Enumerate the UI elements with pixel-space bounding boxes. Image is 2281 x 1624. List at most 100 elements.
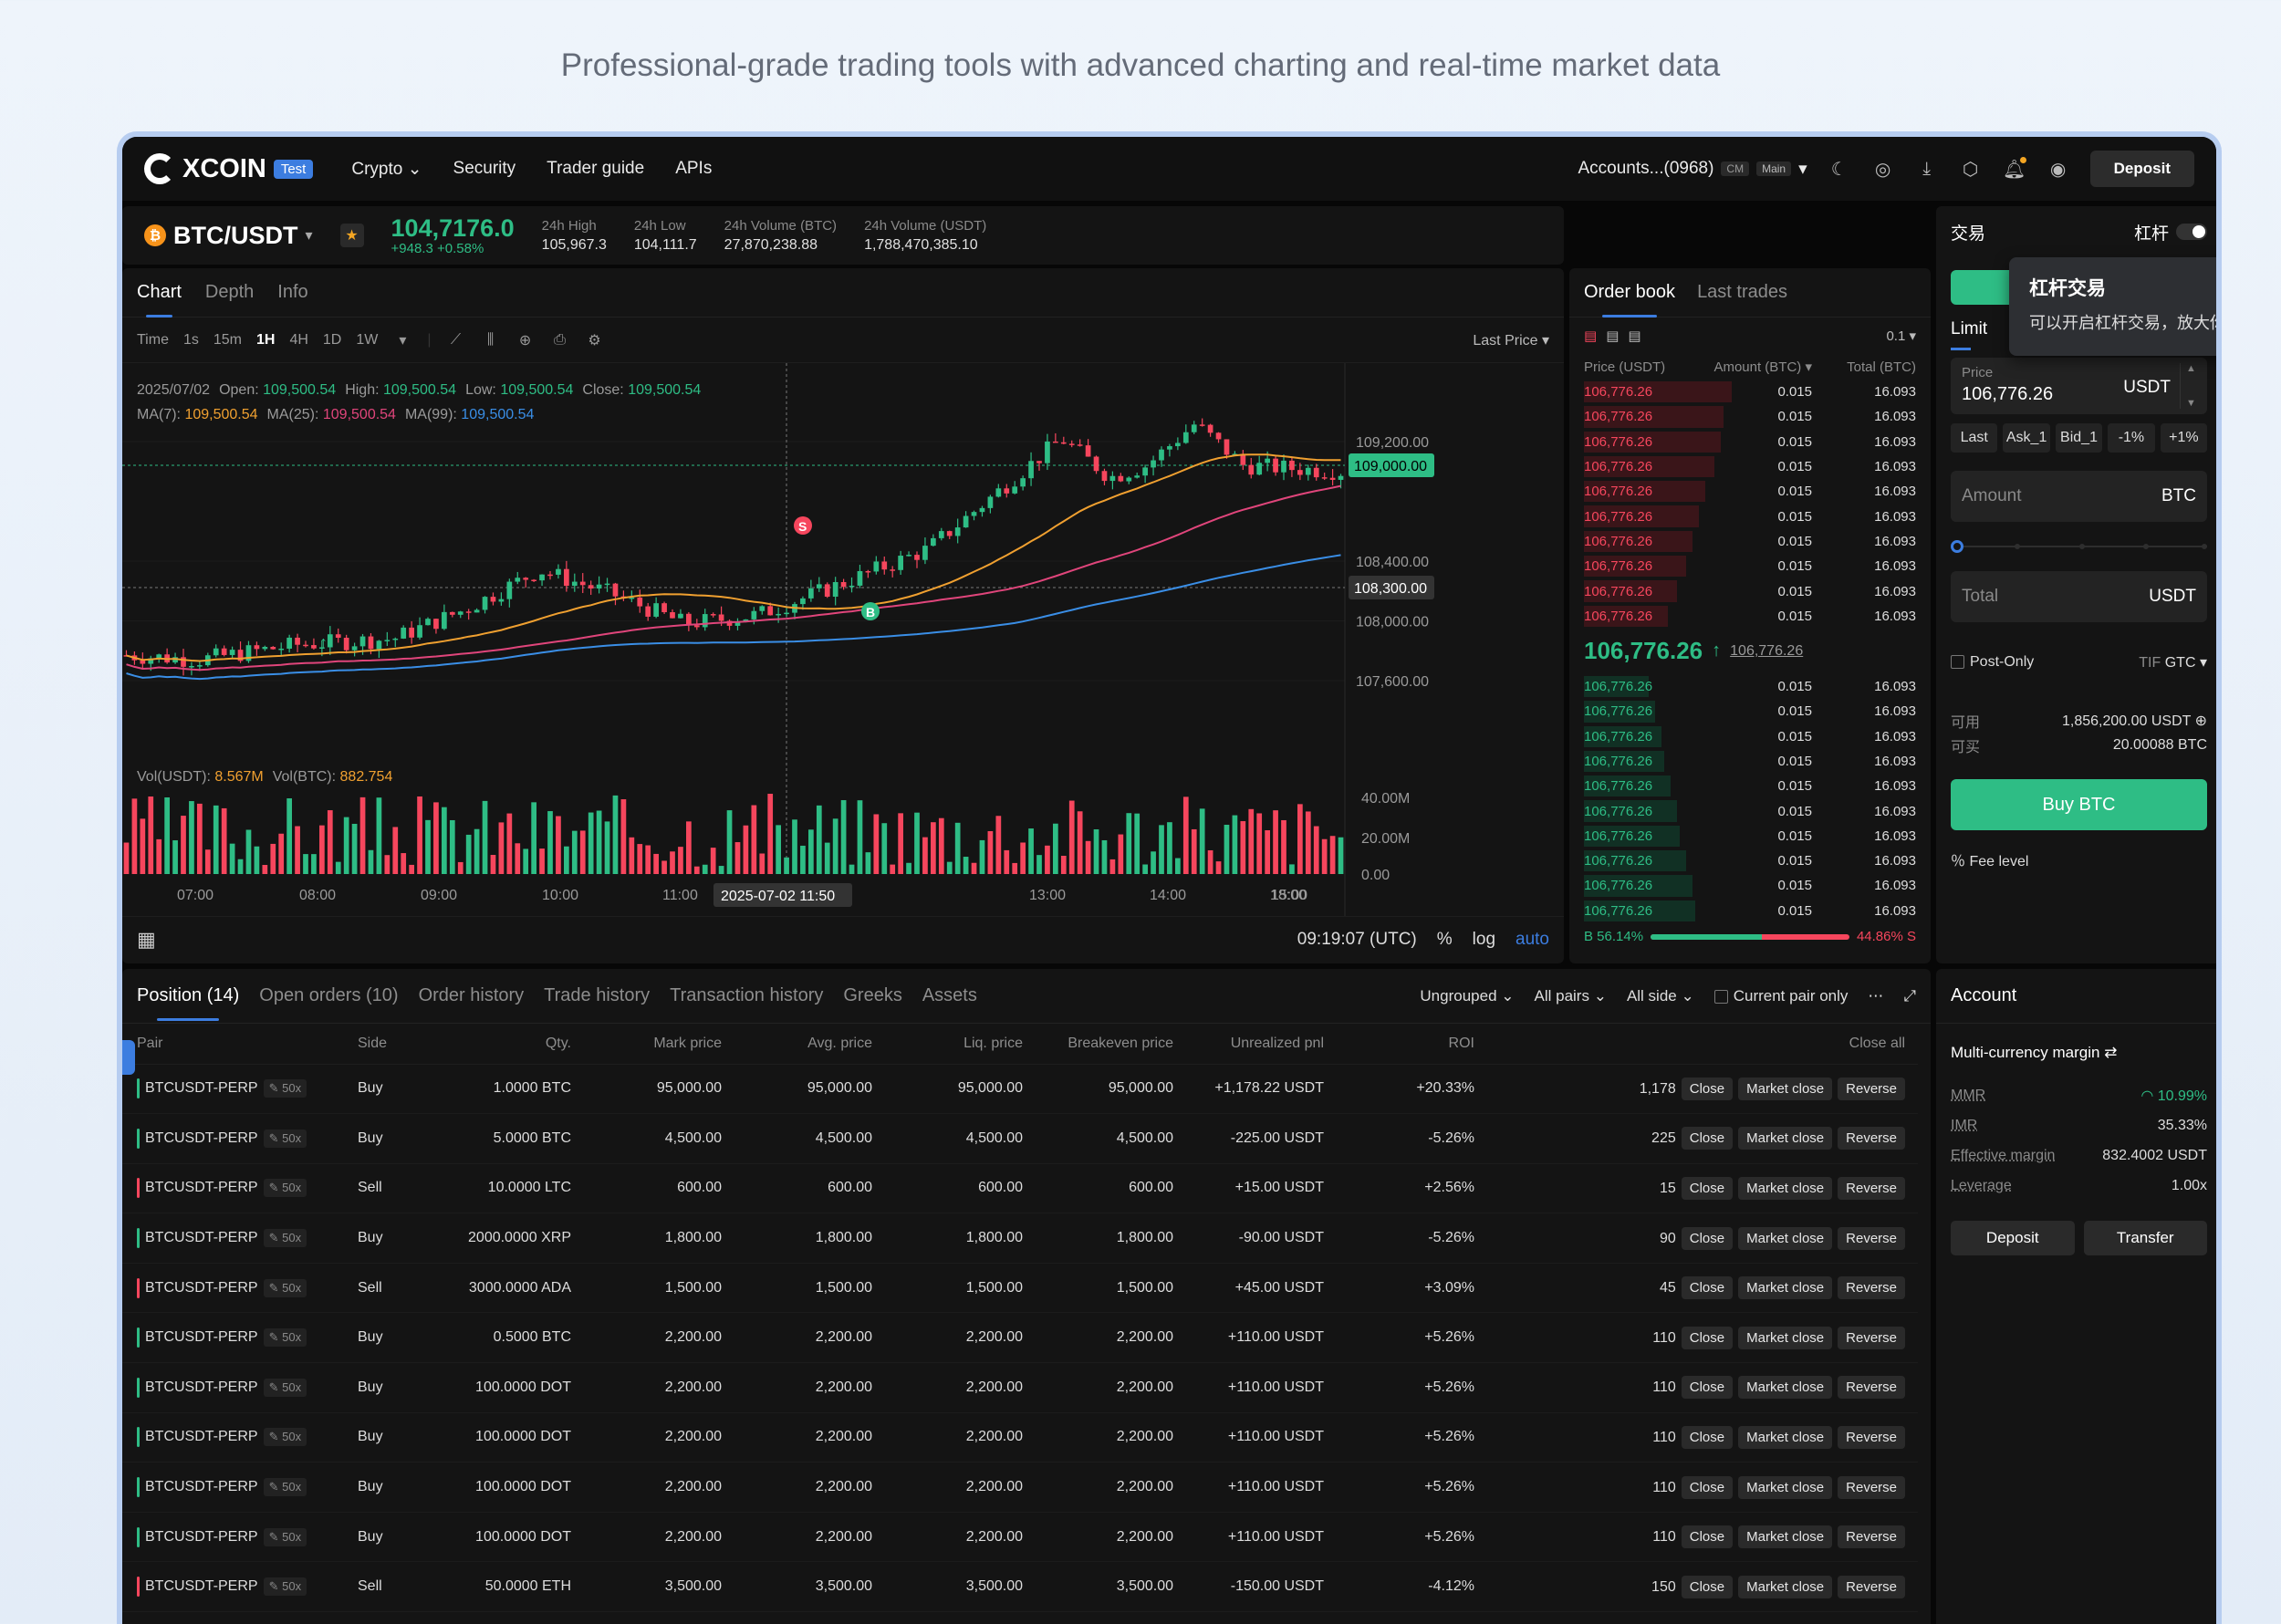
market-close-button[interactable]: Market close — [1738, 1226, 1833, 1250]
close-button[interactable]: Close — [1681, 1176, 1734, 1200]
filter-grouping[interactable]: Ungrouped ⌄ — [1420, 986, 1515, 1005]
nav-trader-guide[interactable]: Trader guide — [547, 159, 645, 178]
amount-field[interactable]: Amount BTC — [1951, 471, 2207, 522]
close-button[interactable]: Close — [1681, 1226, 1734, 1250]
tab-assets[interactable]: Assets — [922, 985, 977, 1005]
tab-last-trades[interactable]: Last trades — [1697, 282, 1788, 302]
current-pair-checkbox[interactable]: Current pair only — [1713, 987, 1848, 1005]
ask-row[interactable]: 106,776.26 0.015 16.093 — [1569, 554, 1931, 578]
add-circle-icon[interactable]: ⊕ — [2194, 713, 2207, 729]
bid-row[interactable]: 106,776.26 0.015 16.093 — [1569, 774, 1931, 798]
quick-last[interactable]: Last — [1951, 423, 1998, 453]
slider-tick[interactable] — [2142, 544, 2149, 549]
view-asks-icon[interactable]: ▤ — [1628, 328, 1641, 344]
leverage-badge[interactable]: ✎ 50x — [263, 1428, 307, 1447]
market-close-button[interactable]: Market close — [1738, 1127, 1833, 1150]
close-button[interactable]: Close — [1681, 1475, 1734, 1499]
trade-marker[interactable] — [794, 516, 812, 535]
reverse-button[interactable]: Reverse — [1838, 1525, 1905, 1549]
market-close-button[interactable]: Market close — [1738, 1475, 1833, 1499]
close-button[interactable]: Close — [1681, 1376, 1734, 1400]
bid-row[interactable]: 106,776.26 0.015 16.093 — [1569, 749, 1931, 774]
close-button[interactable]: Close — [1681, 1077, 1734, 1100]
tab-greeks[interactable]: Greeks — [843, 985, 902, 1005]
bid-row[interactable]: 106,776.26 0.015 16.093 — [1569, 724, 1931, 749]
close-button[interactable]: Close — [1681, 1326, 1734, 1349]
ask-row[interactable]: 106,776.26 0.015 16.093 — [1569, 380, 1931, 404]
globe-icon[interactable]: ◎ — [1874, 159, 1891, 180]
leverage-badge[interactable]: ✎ 50x — [263, 1129, 307, 1148]
slider-handle[interactable] — [1951, 540, 1963, 553]
bid-row[interactable]: 106,776.26 0.015 16.093 — [1569, 824, 1931, 848]
margin-mode[interactable]: Multi-currency margin ⇄ — [1951, 1044, 2207, 1062]
price-field[interactable]: Price 106,776.26 USDT ▲ ▼ — [1951, 358, 2207, 414]
leverage-badge[interactable]: ✎ 50x — [263, 1179, 307, 1198]
reverse-button[interactable]: Reverse — [1838, 1475, 1905, 1499]
auto-toggle[interactable]: auto — [1515, 929, 1549, 949]
ask-row[interactable]: 106,776.26 0.015 16.093 — [1569, 454, 1931, 479]
ask-row[interactable]: 106,776.26 0.015 16.093 — [1569, 504, 1931, 528]
nav-security[interactable]: Security — [453, 159, 516, 178]
download-icon[interactable]: ⤓ — [1922, 158, 1932, 179]
market-close-button[interactable]: Market close — [1738, 1575, 1833, 1598]
tab-chart[interactable]: Chart — [137, 282, 182, 318]
calendar-icon[interactable]: ▦ — [137, 927, 156, 951]
market-close-button[interactable]: Market close — [1738, 1276, 1833, 1300]
ask-row[interactable]: 106,776.26 0.015 16.093 — [1569, 404, 1931, 429]
tf-time[interactable]: Time — [137, 331, 169, 348]
reverse-button[interactable]: Reverse — [1838, 1077, 1905, 1100]
total-field[interactable]: Total USDT — [1951, 571, 2207, 622]
close-button[interactable]: Close — [1681, 1575, 1734, 1598]
leverage-badge[interactable]: ✎ 50x — [263, 1328, 307, 1348]
nav-crypto[interactable]: Crypto ⌄ — [351, 159, 422, 180]
market-close-button[interactable]: Market close — [1738, 1176, 1833, 1200]
reverse-button[interactable]: Reverse — [1838, 1575, 1905, 1598]
caret-down-icon[interactable]: ▾ — [399, 332, 407, 349]
checkbox[interactable] — [1713, 989, 1728, 1004]
leverage-badge[interactable]: ✎ 50x — [263, 1079, 307, 1098]
ask-row[interactable]: 106,776.26 0.015 16.093 — [1569, 529, 1931, 554]
bid-row[interactable]: 106,776.26 0.015 16.093 — [1569, 798, 1931, 823]
close-all-button[interactable]: Close all — [1482, 1024, 1918, 1065]
market-close-button[interactable]: Market close — [1738, 1326, 1833, 1349]
market-close-button[interactable]: Market close — [1738, 1376, 1833, 1400]
tf-1s[interactable]: 1s — [182, 331, 199, 348]
step-select[interactable]: 0.1 ▾ — [1886, 328, 1916, 344]
reverse-button[interactable]: Reverse — [1838, 1127, 1905, 1150]
ask-row[interactable]: 106,776.26 0.015 16.093 — [1569, 479, 1931, 504]
post-only-checkbox[interactable]: Post-Only — [1951, 654, 2034, 671]
reverse-button[interactable]: Reverse — [1838, 1376, 1905, 1400]
tab-order-history[interactable]: Order history — [418, 985, 525, 1005]
leverage-badge[interactable]: ✎ 50x — [263, 1278, 307, 1297]
indicator-icon[interactable]: ⟋ — [450, 331, 462, 348]
tab-transaction-history[interactable]: Transaction history — [670, 985, 824, 1005]
checkbox[interactable] — [1951, 655, 1964, 670]
tf-4h[interactable]: 4H — [289, 331, 308, 348]
bid-row[interactable]: 106,776.26 0.015 16.093 — [1569, 899, 1931, 923]
filter-side[interactable]: All side ⌄ — [1626, 986, 1694, 1005]
col-amount[interactable]: Amount (BTC) ▾ — [1713, 359, 1812, 375]
quick-ask1[interactable]: Ask_1 — [2003, 423, 2050, 453]
leverage-badge[interactable]: ✎ 50x — [263, 1577, 307, 1597]
more-icon[interactable]: ⋯ — [1868, 986, 1884, 1005]
tf-15m[interactable]: 15m — [213, 331, 242, 348]
deposit-button[interactable]: Deposit — [2089, 151, 2194, 187]
tab-position[interactable]: Position (14) — [137, 985, 240, 1021]
bell-icon[interactable]: 🔔︎ — [2003, 157, 2026, 181]
leverage-toggle[interactable]: 杠杆 — [2134, 220, 2207, 245]
slider-tick[interactable] — [2202, 544, 2208, 549]
percent-toggle[interactable]: % — [1436, 929, 1453, 949]
reverse-button[interactable]: Reverse — [1838, 1226, 1905, 1250]
quick-plus1[interactable]: +1% — [2160, 423, 2208, 453]
tif-select[interactable]: TIF GTC ▾ — [2139, 655, 2207, 671]
leverage-badge[interactable]: ✎ 50x — [263, 1229, 307, 1248]
chevron-up-icon[interactable]: ▲ — [2186, 363, 2196, 374]
ask-row[interactable]: 106,776.26 0.015 16.093 — [1569, 430, 1931, 454]
reverse-button[interactable]: Reverse — [1838, 1326, 1905, 1349]
account-selector[interactable]: Accounts...(0968) CM Main ▾ — [1578, 159, 1807, 180]
chevron-down-icon[interactable]: ▼ — [2186, 398, 2196, 409]
nav-apis[interactable]: APIs — [675, 159, 713, 178]
logo[interactable]: XCOIN Test — [144, 153, 314, 184]
bid-row[interactable]: 106,776.26 0.015 16.093 — [1569, 873, 1931, 898]
moon-icon[interactable]: ☾ — [1830, 159, 1848, 180]
